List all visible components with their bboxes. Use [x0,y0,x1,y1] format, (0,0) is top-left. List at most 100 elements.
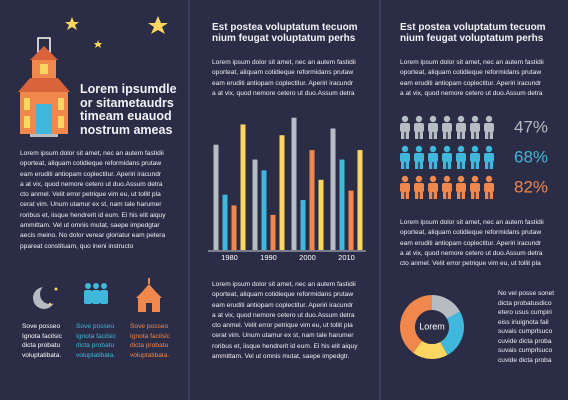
text-line: a at vix, quod nemore cetero ut duo.Assu… [212,311,355,319]
person-body [414,153,424,162]
person-leg [419,191,423,199]
text-line: timeam euauod [80,109,172,123]
person-body [470,153,480,162]
text-line: Lorem ipsum dolor sit amet, nec an autem… [212,281,356,288]
person-leg [461,131,465,139]
text-line: Sove posseo [22,323,61,330]
person-body [442,153,452,162]
person-body [414,123,424,132]
person-head [429,115,437,123]
person-body [428,153,438,162]
person-head [485,115,493,123]
donut-side-text: No vel posse sonet dicta probatusdico eter… [498,289,554,365]
bar [222,194,228,250]
person-body [400,123,410,132]
person-leg [489,161,493,169]
text-line: Lorem ipsum dolor sit amet, nec an autem… [212,59,356,66]
person-leg [443,161,447,169]
left-title: Lorem ipsumdle or sitametaudrs timeam euau… [80,82,177,137]
text-line: a at vix, quod nemore cetero ut duo.Assu… [400,249,543,257]
middle-paragraph: Lorem ipsum dolor sit amet, nec an autem… [212,58,356,99]
right-paragraph: Lorem ipsum dolor sit amet, nec an autem… [400,58,544,99]
person-icon [484,115,494,139]
person-leg [485,161,489,169]
person-body [484,153,494,162]
text-line: Sove posseo [130,323,169,330]
person-head [415,115,423,123]
person-leg [461,191,465,199]
middle-heading: Est postea voluptatum tecuom nium feugat … [212,22,358,44]
person-head [429,175,437,183]
person-icon [484,145,494,169]
text-line: oporteat, aliquam cotidieque reformidans… [212,69,354,77]
person-body [456,123,466,132]
text-line: oporteat, aliquam cotidieque reformidans… [400,229,542,237]
person-icon [442,175,452,199]
person-leg [447,191,451,199]
text-line: eam eruditi antiopam coplectitur. Aperir… [212,79,354,87]
person-body [428,183,438,192]
person-head [457,145,465,153]
bar [213,144,219,250]
text-line: dicta probatu [76,342,115,349]
text-line: suvais cumprlsuco [498,347,553,354]
person-head [471,145,479,153]
text-line: nium feugat voluptatum perhs [212,33,356,44]
person-leg [447,161,451,169]
person-leg [443,131,447,139]
person-leg [415,161,419,169]
text-line: etero usus cumpiri [498,309,552,316]
person-leg [405,161,409,169]
person-leg [475,131,479,139]
person-leg [401,131,405,139]
text-line: roribus et, iisque hendrerit id eum. Ei … [212,342,358,350]
bar [330,128,336,250]
text-line: voluptatibata. [76,351,116,359]
stat-percent: 82% [514,177,548,196]
person-body [456,153,466,162]
bar [348,190,354,250]
person-leg [433,191,437,199]
person-leg [471,131,475,139]
person-leg [489,131,493,139]
person-head [401,115,409,123]
person-head [457,175,465,183]
person-leg [457,161,461,169]
bar [240,124,246,250]
person-leg [457,191,461,199]
person-leg [405,191,409,199]
person-icon [414,145,424,169]
person-icon [400,175,410,199]
text-line: Ignota facilsic [76,332,116,340]
text-line: ppareat constituam, quo ineni instructo [20,242,134,250]
person-leg [415,191,419,199]
person-head [443,175,451,183]
person-icon [400,145,410,169]
text-line: roribus et, iisque hendrerit id eum. Ei … [20,211,166,219]
text-line: Sove posseo [76,323,115,330]
text-line: Est postea voluptatum tecuom [400,22,546,33]
text-line: eam eruditi antiopam coplectitur. Aperir… [400,79,542,87]
bar [300,200,306,250]
bar [270,214,276,250]
text-line: voluptatibata. [130,351,170,359]
text-line: dicta probatu [130,342,169,349]
bar [279,135,285,250]
bar [318,179,324,250]
text-line: Lorem ipsum dolor sit amet, nec an autem… [20,150,164,157]
person-body [484,183,494,192]
right-heading: Est postea voluptatum tecuom nium feugat … [400,22,546,44]
text-line: suvais cumprlsuco [498,328,553,335]
icon-caption: Sove posseo Ignota facilsic dicta probatu v… [130,322,170,360]
church-illustration [18,37,70,137]
bar [252,159,258,250]
person-body [442,183,452,192]
bar [291,117,297,250]
person-head [485,145,493,153]
text-line: ammittam. Vel ut omnis mutat, saepe impe… [20,222,160,230]
person-leg [485,131,489,139]
person-body [400,183,410,192]
person-leg [419,161,423,169]
bar [309,150,315,250]
